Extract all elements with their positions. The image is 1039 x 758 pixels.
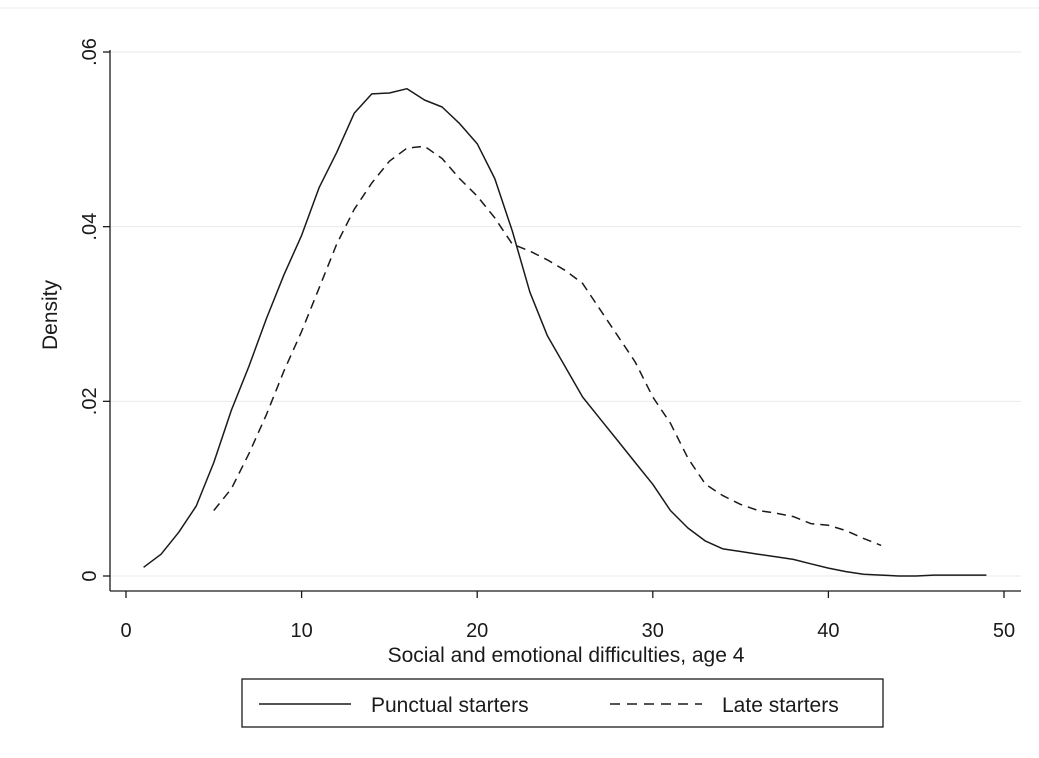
legend-label-late-starters: Late starters — [722, 694, 839, 717]
y-tick-label-0: 0 — [79, 570, 101, 581]
y-axis-title: Density — [39, 279, 62, 350]
legend: Punctual starters Late starters — [241, 678, 884, 728]
x-tick-label-5: 50 — [993, 620, 1015, 642]
y-tick-label-3: .06 — [79, 38, 101, 66]
series-line-punctual-starters — [143, 87, 987, 577]
x-tick-label-1: 10 — [290, 620, 312, 642]
x-tick-label-2: 20 — [466, 620, 488, 642]
y-tick-label-2: .04 — [79, 213, 101, 241]
plot-area — [143, 87, 987, 577]
gridlines — [110, 51, 1021, 577]
legend-box — [241, 678, 884, 728]
x-axis-title: Social and emotional difficulties, age 4 — [388, 644, 745, 667]
legend-label-punctual-starters: Punctual starters — [371, 694, 529, 717]
x-tick-label-3: 30 — [642, 620, 664, 642]
x-tick-label-0: 0 — [120, 620, 131, 642]
axes — [103, 50, 1021, 598]
y-tick-label-1: .02 — [79, 387, 101, 415]
x-tick-label-4: 40 — [817, 620, 839, 642]
series-line-late-starters — [213, 145, 882, 547]
tick-labels: 0 .02 .04 .06 0 10 20 30 40 50 — [79, 38, 1015, 642]
